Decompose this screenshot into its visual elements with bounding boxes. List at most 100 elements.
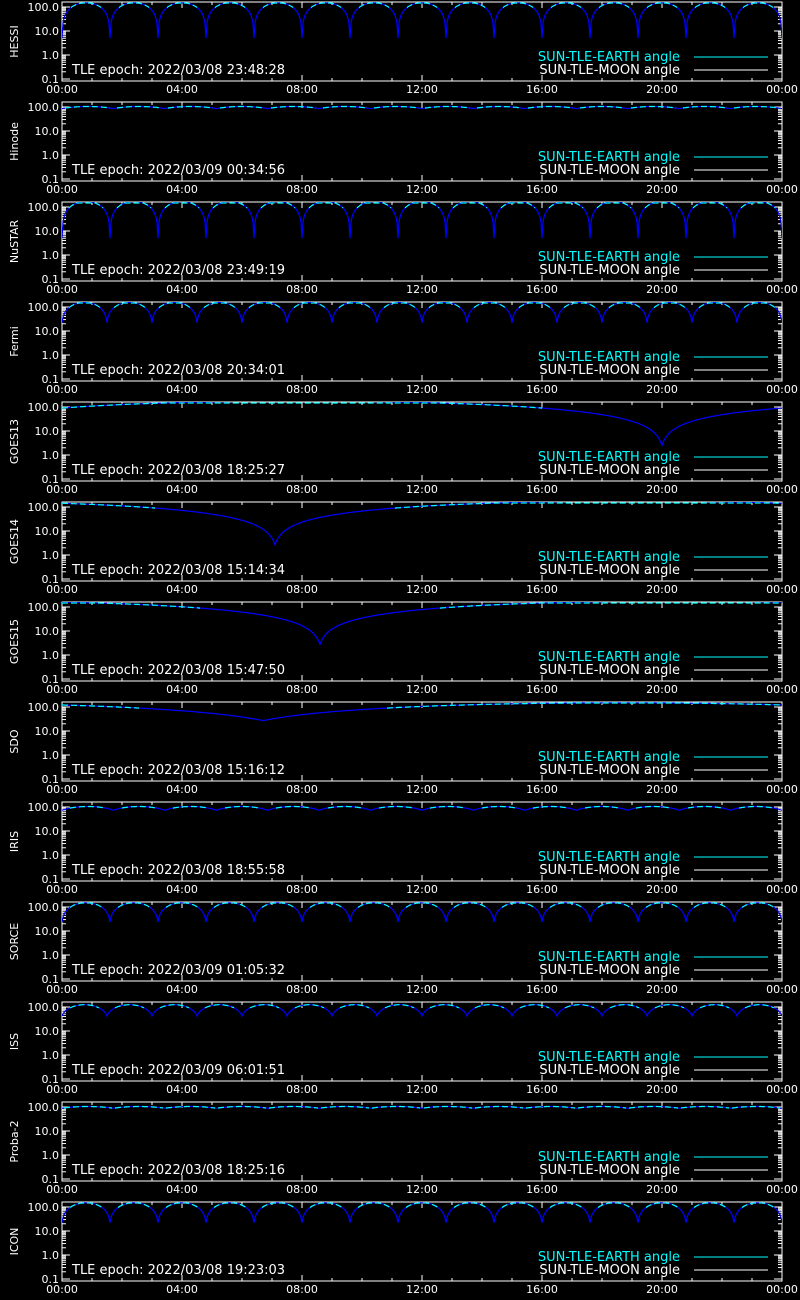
y-tick-label: 10.0 xyxy=(35,725,60,738)
legend-earth-label: SUN-TLE-EARTH angle xyxy=(538,850,680,865)
earth-angle-line xyxy=(69,1004,775,1009)
x-tick-label: 04:00 xyxy=(166,783,198,796)
y-tick-label: 1.0 xyxy=(42,749,60,762)
x-tick-label: 00:00 xyxy=(46,1183,78,1196)
y-tick-label: 100.0 xyxy=(28,601,60,614)
x-tick-label: 00:00 xyxy=(766,383,798,396)
sun-angle-line xyxy=(62,1202,782,1223)
satellite-label: SDO xyxy=(8,729,21,753)
satellite-label: GOES13 xyxy=(8,419,21,464)
earth-angle-line xyxy=(68,202,776,209)
y-tick-label: 100.0 xyxy=(28,501,60,514)
panel-hinode: 00:00 04:00 08:00 12:00 16:00 20:00 00:00 100.0… xyxy=(8,101,798,196)
tle-epoch-text: TLE epoch: 2022/03/08 15:47:50 xyxy=(71,663,285,678)
tle-epoch-text: TLE epoch: 2022/03/09 00:34:56 xyxy=(71,163,285,178)
legend-moon-label: SUN-TLE-MOON angle xyxy=(539,963,680,978)
x-tick-label: 12:00 xyxy=(406,1083,438,1096)
panel-fermi: 00:00 04:00 08:00 12:00 16:00 20:00 00:00 100.0… xyxy=(8,301,798,396)
x-tick-label: 20:00 xyxy=(646,783,678,796)
y-tick-label: 10.0 xyxy=(35,425,60,438)
y-tick-label: 10.0 xyxy=(35,125,60,138)
satellite-label: NuSTAR xyxy=(8,220,21,264)
satellite-label: GOES15 xyxy=(8,619,21,664)
x-tick-label: 08:00 xyxy=(286,1083,318,1096)
x-tick-label: 08:00 xyxy=(286,1183,318,1196)
x-tick-label: 04:00 xyxy=(166,383,198,396)
satellite-label: Proba-2 xyxy=(8,1120,21,1162)
x-tick-label: 20:00 xyxy=(646,1283,678,1296)
satellite-label: Fermi xyxy=(8,326,21,357)
x-tick-label: 00:00 xyxy=(46,883,78,896)
x-tick-label: 00:00 xyxy=(46,683,78,696)
x-tick-label: 00:00 xyxy=(766,783,798,796)
legend-moon-label: SUN-TLE-MOON angle xyxy=(539,263,680,278)
y-tick-label: 1.0 xyxy=(42,549,60,562)
satellite-label: ISS xyxy=(8,1033,21,1050)
y-tick-label: 0.1 xyxy=(42,973,60,986)
tle-epoch-text: TLE epoch: 2022/03/08 18:55:58 xyxy=(71,863,285,878)
x-tick-label: 12:00 xyxy=(406,983,438,996)
y-tick-label: 10.0 xyxy=(35,25,60,38)
legend-earth-label: SUN-TLE-EARTH angle xyxy=(538,1250,680,1265)
x-tick-label: 04:00 xyxy=(166,183,198,196)
x-tick-label: 12:00 xyxy=(406,1183,438,1196)
panel-sorce: 00:00 04:00 08:00 12:00 16:00 20:00 00:00 100.0… xyxy=(8,901,798,996)
x-tick-label: 12:00 xyxy=(406,583,438,596)
x-tick-label: 16:00 xyxy=(526,583,558,596)
x-tick-label: 08:00 xyxy=(286,1283,318,1296)
x-tick-label: 04:00 xyxy=(166,883,198,896)
x-tick-label: 12:00 xyxy=(406,183,438,196)
x-tick-label: 04:00 xyxy=(166,583,198,596)
satellite-label: IRIS xyxy=(8,831,21,852)
x-tick-label: 20:00 xyxy=(646,1083,678,1096)
x-tick-label: 12:00 xyxy=(406,83,438,96)
legend-earth-label: SUN-TLE-EARTH angle xyxy=(538,50,680,65)
x-tick-label: 12:00 xyxy=(406,383,438,396)
x-tick-label: 08:00 xyxy=(286,583,318,596)
x-tick-label: 00:00 xyxy=(766,483,798,496)
x-tick-label: 08:00 xyxy=(286,483,318,496)
legend-earth-label: SUN-TLE-EARTH angle xyxy=(538,250,680,265)
x-tick-label: 00:00 xyxy=(46,183,78,196)
y-tick-label: 100.0 xyxy=(28,701,60,714)
x-tick-label: 04:00 xyxy=(166,683,198,696)
y-tick-label: 10.0 xyxy=(35,1225,60,1238)
x-tick-label: 00:00 xyxy=(46,483,78,496)
x-tick-label: 04:00 xyxy=(166,283,198,296)
x-tick-label: 08:00 xyxy=(286,183,318,196)
x-tick-label: 12:00 xyxy=(406,283,438,296)
x-tick-label: 16:00 xyxy=(526,183,558,196)
panel-hessi: 00:00 04:00 08:00 12:00 16:00 20:00 00:00 100.0… xyxy=(8,1,798,96)
x-tick-label: 00:00 xyxy=(766,983,798,996)
x-tick-label: 00:00 xyxy=(46,83,78,96)
legend-earth-label: SUN-TLE-EARTH angle xyxy=(538,750,680,765)
tle-epoch-text: TLE epoch: 2022/03/08 15:16:12 xyxy=(71,763,285,778)
panel-iris: 00:00 04:00 08:00 12:00 16:00 20:00 00:00 100.0… xyxy=(8,801,798,896)
x-tick-label: 00:00 xyxy=(766,183,798,196)
x-tick-label: 16:00 xyxy=(526,483,558,496)
legend-earth-label: SUN-TLE-EARTH angle xyxy=(538,150,680,165)
legend-moon-label: SUN-TLE-MOON angle xyxy=(539,763,680,778)
satellite-label: ICON xyxy=(8,1228,21,1256)
legend-moon-label: SUN-TLE-MOON angle xyxy=(539,1063,680,1078)
y-tick-label: 100.0 xyxy=(28,401,60,414)
y-tick-label: 10.0 xyxy=(35,525,60,538)
tle-epoch-text: TLE epoch: 2022/03/08 18:25:27 xyxy=(71,463,285,478)
panel-sdo: 00:00 04:00 08:00 12:00 16:00 20:00 00:00 100.0… xyxy=(8,701,798,796)
y-tick-label: 0.1 xyxy=(42,273,60,286)
tle-epoch-text: TLE epoch: 2022/03/08 18:25:16 xyxy=(71,1163,285,1178)
earth-angle-line xyxy=(62,702,782,709)
legend-moon-label: SUN-TLE-MOON angle xyxy=(539,63,680,78)
x-tick-label: 08:00 xyxy=(286,283,318,296)
earth-angle-line xyxy=(62,602,782,609)
y-tick-label: 10.0 xyxy=(35,325,60,338)
x-tick-label: 00:00 xyxy=(46,783,78,796)
y-tick-label: 100.0 xyxy=(28,1101,60,1114)
x-tick-label: 00:00 xyxy=(766,283,798,296)
earth-angle-line xyxy=(62,502,782,509)
x-tick-label: 08:00 xyxy=(286,883,318,896)
x-tick-label: 00:00 xyxy=(766,83,798,96)
y-tick-label: 100.0 xyxy=(28,1,60,14)
x-tick-label: 00:00 xyxy=(766,683,798,696)
